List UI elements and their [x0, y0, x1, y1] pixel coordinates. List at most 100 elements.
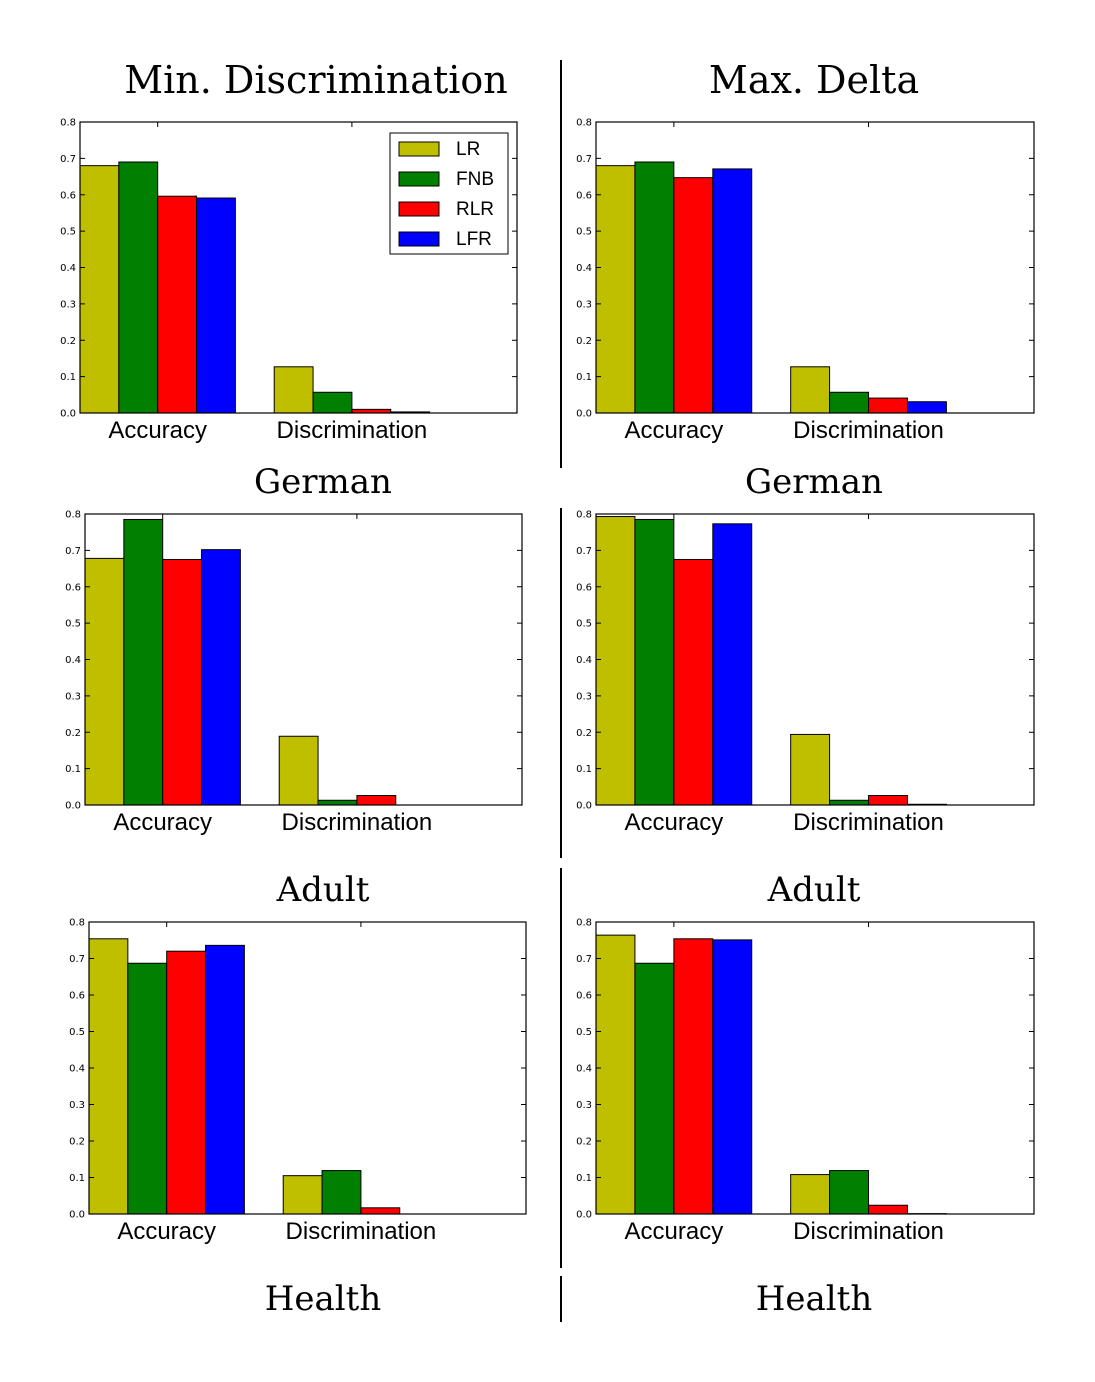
y-tick-label: 0.2 — [65, 728, 81, 739]
y-tick-label: 0.4 — [576, 1064, 592, 1075]
bar-fnb-discrimination — [829, 799, 870, 806]
bar-lfr-accuracy — [712, 939, 753, 1215]
bar-fnb-accuracy — [123, 518, 164, 806]
bar-fnb-accuracy — [634, 161, 675, 414]
category-label-discrimination: Discrimination — [793, 1218, 944, 1245]
legend-label-lfr: LFR — [456, 229, 492, 250]
category-label-accuracy: Accuracy — [625, 417, 724, 444]
dataset-label-adult-left: Adult — [276, 870, 370, 910]
bar-lr-discrimination — [790, 733, 831, 806]
y-tick-label: 0.5 — [65, 619, 81, 630]
category-label-accuracy: Accuracy — [113, 809, 212, 836]
divider-row-4 — [560, 1276, 562, 1322]
bar-fnb-discrimination — [317, 799, 358, 806]
chart-panel-min-discrimination-adult: 0.0 0.1 0.2 0.3 0.4 0.5 0.6 0.7 0.8 Accuracy Discr… — [65, 510, 523, 836]
y-tick-label: 0.4 — [576, 263, 592, 274]
bar-rlr-accuracy — [157, 195, 198, 414]
y-tick-label: 0.2 — [69, 1137, 85, 1148]
y-tick-label: 0.7 — [69, 954, 85, 965]
y-tick-label: 0.7 — [65, 546, 81, 557]
bar-rlr-accuracy — [673, 558, 714, 806]
y-tick-label: 0.1 — [576, 372, 592, 383]
y-tick-label: 0.8 — [576, 510, 592, 521]
y-tick-label: 0.1 — [60, 372, 76, 383]
y-tick-label: 0.0 — [576, 1210, 592, 1221]
y-tick-label: 0.0 — [576, 801, 592, 812]
legend-swatch-fnb — [398, 171, 440, 187]
y-tick-label: 0.6 — [576, 991, 592, 1002]
category-label-accuracy: Accuracy — [625, 809, 724, 836]
column-title-max-delta: Max. Delta — [708, 58, 920, 102]
bar-lfr-accuracy — [201, 549, 241, 806]
divider-row-3 — [560, 868, 562, 1268]
chart-panel-min-discrimination-health: 0.0 0.1 0.2 0.3 0.4 0.5 0.6 0.7 0.8 Accuracy Discr… — [69, 918, 527, 1245]
y-tick-label: 0.2 — [576, 728, 592, 739]
bar-lr-discrimination — [790, 366, 831, 414]
y-tick-label: 0.1 — [576, 1173, 592, 1184]
dataset-label-health-left: Health — [264, 1279, 382, 1319]
y-tick-label: 0.2 — [60, 336, 76, 347]
bar-fnb-accuracy — [634, 962, 675, 1215]
y-tick-label: 0.1 — [576, 764, 592, 775]
y-tick-label: 0.3 — [69, 1100, 85, 1111]
y-tick-label: 0.8 — [60, 118, 76, 129]
bar-lr-accuracy — [84, 557, 125, 806]
bar-lr-accuracy — [88, 938, 129, 1215]
y-tick-label: 0.1 — [69, 1173, 85, 1184]
y-tick-label: 0.4 — [65, 655, 81, 666]
category-label-accuracy: Accuracy — [108, 417, 207, 444]
y-tick-label: 0.3 — [576, 299, 592, 310]
y-tick-label: 0.3 — [576, 1100, 592, 1111]
legend-swatch-lr — [398, 141, 440, 157]
bar-rlr-accuracy — [166, 950, 207, 1215]
y-tick-label: 0.4 — [60, 263, 76, 274]
divider-row-2 — [560, 508, 562, 858]
category-label-discrimination: Discrimination — [277, 417, 428, 444]
chart-panel-max-delta-health: 0.0 0.1 0.2 0.3 0.4 0.5 0.6 0.7 0.8 Accuracy Discr… — [576, 918, 1035, 1245]
legend-swatch-rlr — [398, 201, 440, 217]
y-tick-label: 0.2 — [576, 1137, 592, 1148]
bar-fnb-accuracy — [127, 962, 168, 1215]
bar-rlr-discrimination — [868, 397, 908, 414]
y-tick-label: 0.3 — [576, 691, 592, 702]
y-tick-label: 0.6 — [576, 582, 592, 593]
y-tick-label: 0.5 — [60, 227, 76, 238]
bar-fnb-discrimination — [829, 1170, 870, 1215]
bar-fnb-accuracy — [634, 518, 675, 806]
bar-lr-accuracy — [595, 516, 636, 806]
y-tick-label: 0.2 — [576, 336, 592, 347]
legend-swatch-lfr — [398, 231, 440, 247]
y-tick-label: 0.8 — [576, 118, 592, 129]
bar-rlr-accuracy — [673, 177, 714, 414]
legend-label-fnb: FNB — [456, 169, 494, 190]
category-label-discrimination: Discrimination — [282, 809, 433, 836]
bar-lfr-discrimination — [906, 401, 947, 414]
bar-lfr-accuracy — [205, 944, 245, 1215]
legend: LR FNB RLR LFR — [389, 132, 509, 255]
chart-panel-max-delta-adult: 0.0 0.1 0.2 0.3 0.4 0.5 0.6 0.7 0.8 Accuracy Discr… — [576, 510, 1035, 836]
bar-lr-discrimination — [282, 1175, 323, 1215]
bar-lfr-accuracy — [712, 523, 753, 806]
chart-panel-max-delta-german: 0.0 0.1 0.2 0.3 0.4 0.5 0.6 0.7 0.8 Accuracy Discr… — [576, 118, 1035, 444]
bar-lfr-accuracy — [196, 197, 236, 414]
bar-rlr-discrimination — [868, 795, 908, 806]
bar-lr-discrimination — [273, 366, 314, 414]
y-tick-label: 0.6 — [60, 190, 76, 201]
bar-fnb-discrimination — [312, 391, 353, 414]
bar-lr-accuracy — [595, 934, 636, 1215]
y-tick-label: 0.4 — [576, 655, 592, 666]
bar-fnb-accuracy — [118, 161, 159, 414]
bar-lr-discrimination — [790, 1174, 831, 1215]
y-tick-label: 0.0 — [60, 409, 76, 420]
y-tick-label: 0.0 — [65, 801, 81, 812]
y-tick-label: 0.7 — [576, 154, 592, 165]
y-tick-label: 0.8 — [65, 510, 81, 521]
y-tick-label: 0.6 — [69, 991, 85, 1002]
y-tick-label: 0.0 — [69, 1210, 85, 1221]
bar-lr-accuracy — [595, 165, 636, 414]
dataset-label-german-right: German — [745, 462, 883, 502]
y-tick-label: 0.3 — [65, 691, 81, 702]
category-label-discrimination: Discrimination — [793, 809, 944, 836]
y-tick-label: 0.8 — [576, 918, 592, 929]
y-tick-label: 0.7 — [576, 546, 592, 557]
